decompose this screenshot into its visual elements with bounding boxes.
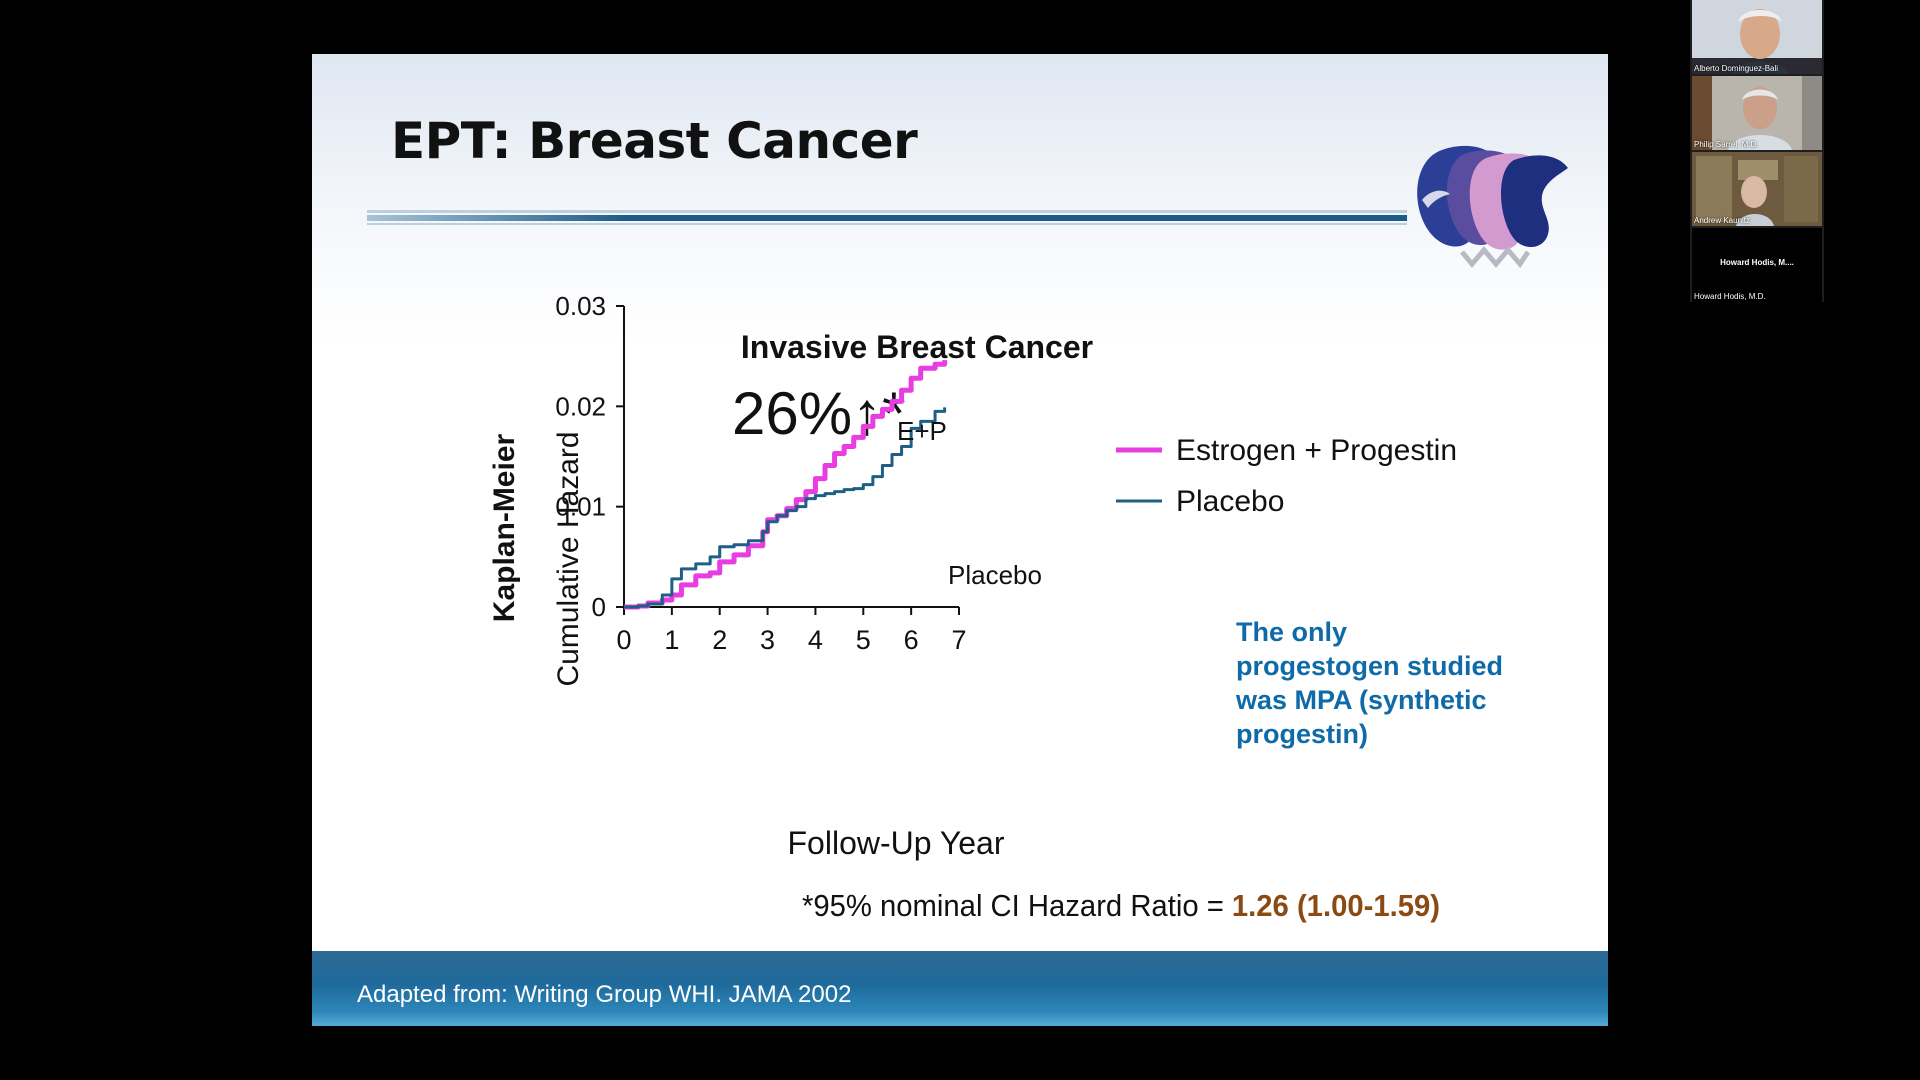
chart-legend: Estrogen + Progestin Placebo — [1116, 434, 1457, 518]
participant-name: Andrew Kaunitz — [1694, 216, 1751, 225]
series-layer: E+P Placebo — [624, 360, 1042, 610]
participant-name: Philip Sarrel, M.D. — [1694, 140, 1759, 149]
hazard-ratio-footnote: *95% nominal CI Hazard Ratio = 1.26 (1.0… — [802, 888, 1440, 923]
x-tick-label: 2 — [712, 625, 727, 655]
y-tick-label: 0.03 — [555, 291, 606, 321]
series-line-placebo — [624, 407, 947, 609]
kaplan-meier-chart: Invasive Breast Cancer 26%↑* Kaplan-Meie… — [488, 291, 1503, 923]
progestogen-note: The only progestogen studied was MPA (synt… — [1235, 617, 1503, 749]
x-tick-label: 5 — [856, 625, 871, 655]
participant-name: Howard Hodis, M.D. — [1694, 292, 1766, 301]
title-divider — [367, 210, 1407, 225]
y-tick-label: 0.01 — [555, 492, 606, 522]
hazard-ratio-label: *95% nominal CI Hazard Ratio = — [802, 888, 1232, 923]
x-tick-label: 6 — [904, 625, 919, 655]
participant-video — [1692, 152, 1822, 226]
x-tick-label: 1 — [664, 625, 679, 655]
x-tick-label: 3 — [760, 625, 775, 655]
increase-stat: 26%↑* — [732, 380, 905, 447]
participant-tile-1[interactable]: Alberto Dominguez-Bali — [1692, 0, 1822, 74]
participant-name: Alberto Dominguez-Bali — [1694, 64, 1779, 73]
note-line: progestin) — [1236, 719, 1368, 749]
curve-label-placebo: Placebo — [948, 560, 1042, 590]
y-tick-label: 0.02 — [555, 391, 606, 421]
presentation-slide: EPT: Breast Cancer Invasive Breast Cance… — [312, 54, 1608, 1026]
citation-text: Adapted from: Writing Group WHI. JAMA 20… — [357, 981, 852, 1008]
legend-label: Placebo — [1176, 485, 1284, 518]
participant-tile-3[interactable]: Andrew Kaunitz — [1692, 152, 1822, 226]
x-tick-label: 7 — [951, 625, 966, 655]
x-tick-label: 0 — [616, 625, 631, 655]
hazard-ratio-value: 1.26 (1.00-1.59) — [1232, 888, 1440, 923]
participant-tile-4[interactable]: Howard Hodis, M.... Howard Hodis, M.D. — [1692, 228, 1822, 302]
y-axis-title: Cumulative Hazard — [552, 431, 585, 686]
y-axis-title-kaplan-meier: Kaplan-Meier — [488, 433, 521, 622]
participant-video — [1692, 0, 1822, 74]
legend-label: Estrogen + Progestin — [1176, 434, 1457, 467]
participant-tile-2[interactable]: Philip Sarrel, M.D. — [1692, 76, 1822, 150]
participant-video — [1692, 76, 1822, 150]
curve-label-ep: E+P — [897, 416, 947, 446]
series-line-estrogen-progestin — [624, 360, 948, 610]
x-tick-label: 4 — [808, 625, 823, 655]
note-line: was MPA (synthetic — [1235, 685, 1487, 715]
x-axis-title: Follow-Up Year — [788, 825, 1005, 861]
chart-axes: 0 1 2 3 4 5 6 7 0 0.01 0.02 0.03 — [555, 291, 966, 655]
chart-title: Invasive Breast Cancer — [741, 329, 1093, 365]
slide-footer: Adapted from: Writing Group WHI. JAMA 20… — [312, 951, 1608, 1026]
womens-health-logo — [1417, 145, 1568, 269]
y-tick-label: 0 — [592, 592, 606, 622]
note-line: The only — [1236, 617, 1347, 647]
video-participant-panel: Alberto Dominguez-Bali Philip Sarrel, M.… — [1690, 0, 1824, 302]
note-line: progestogen studied — [1236, 651, 1503, 681]
participant-display-name: Howard Hodis, M.... — [1720, 258, 1794, 267]
slide-title: EPT: Breast Cancer — [391, 112, 918, 170]
